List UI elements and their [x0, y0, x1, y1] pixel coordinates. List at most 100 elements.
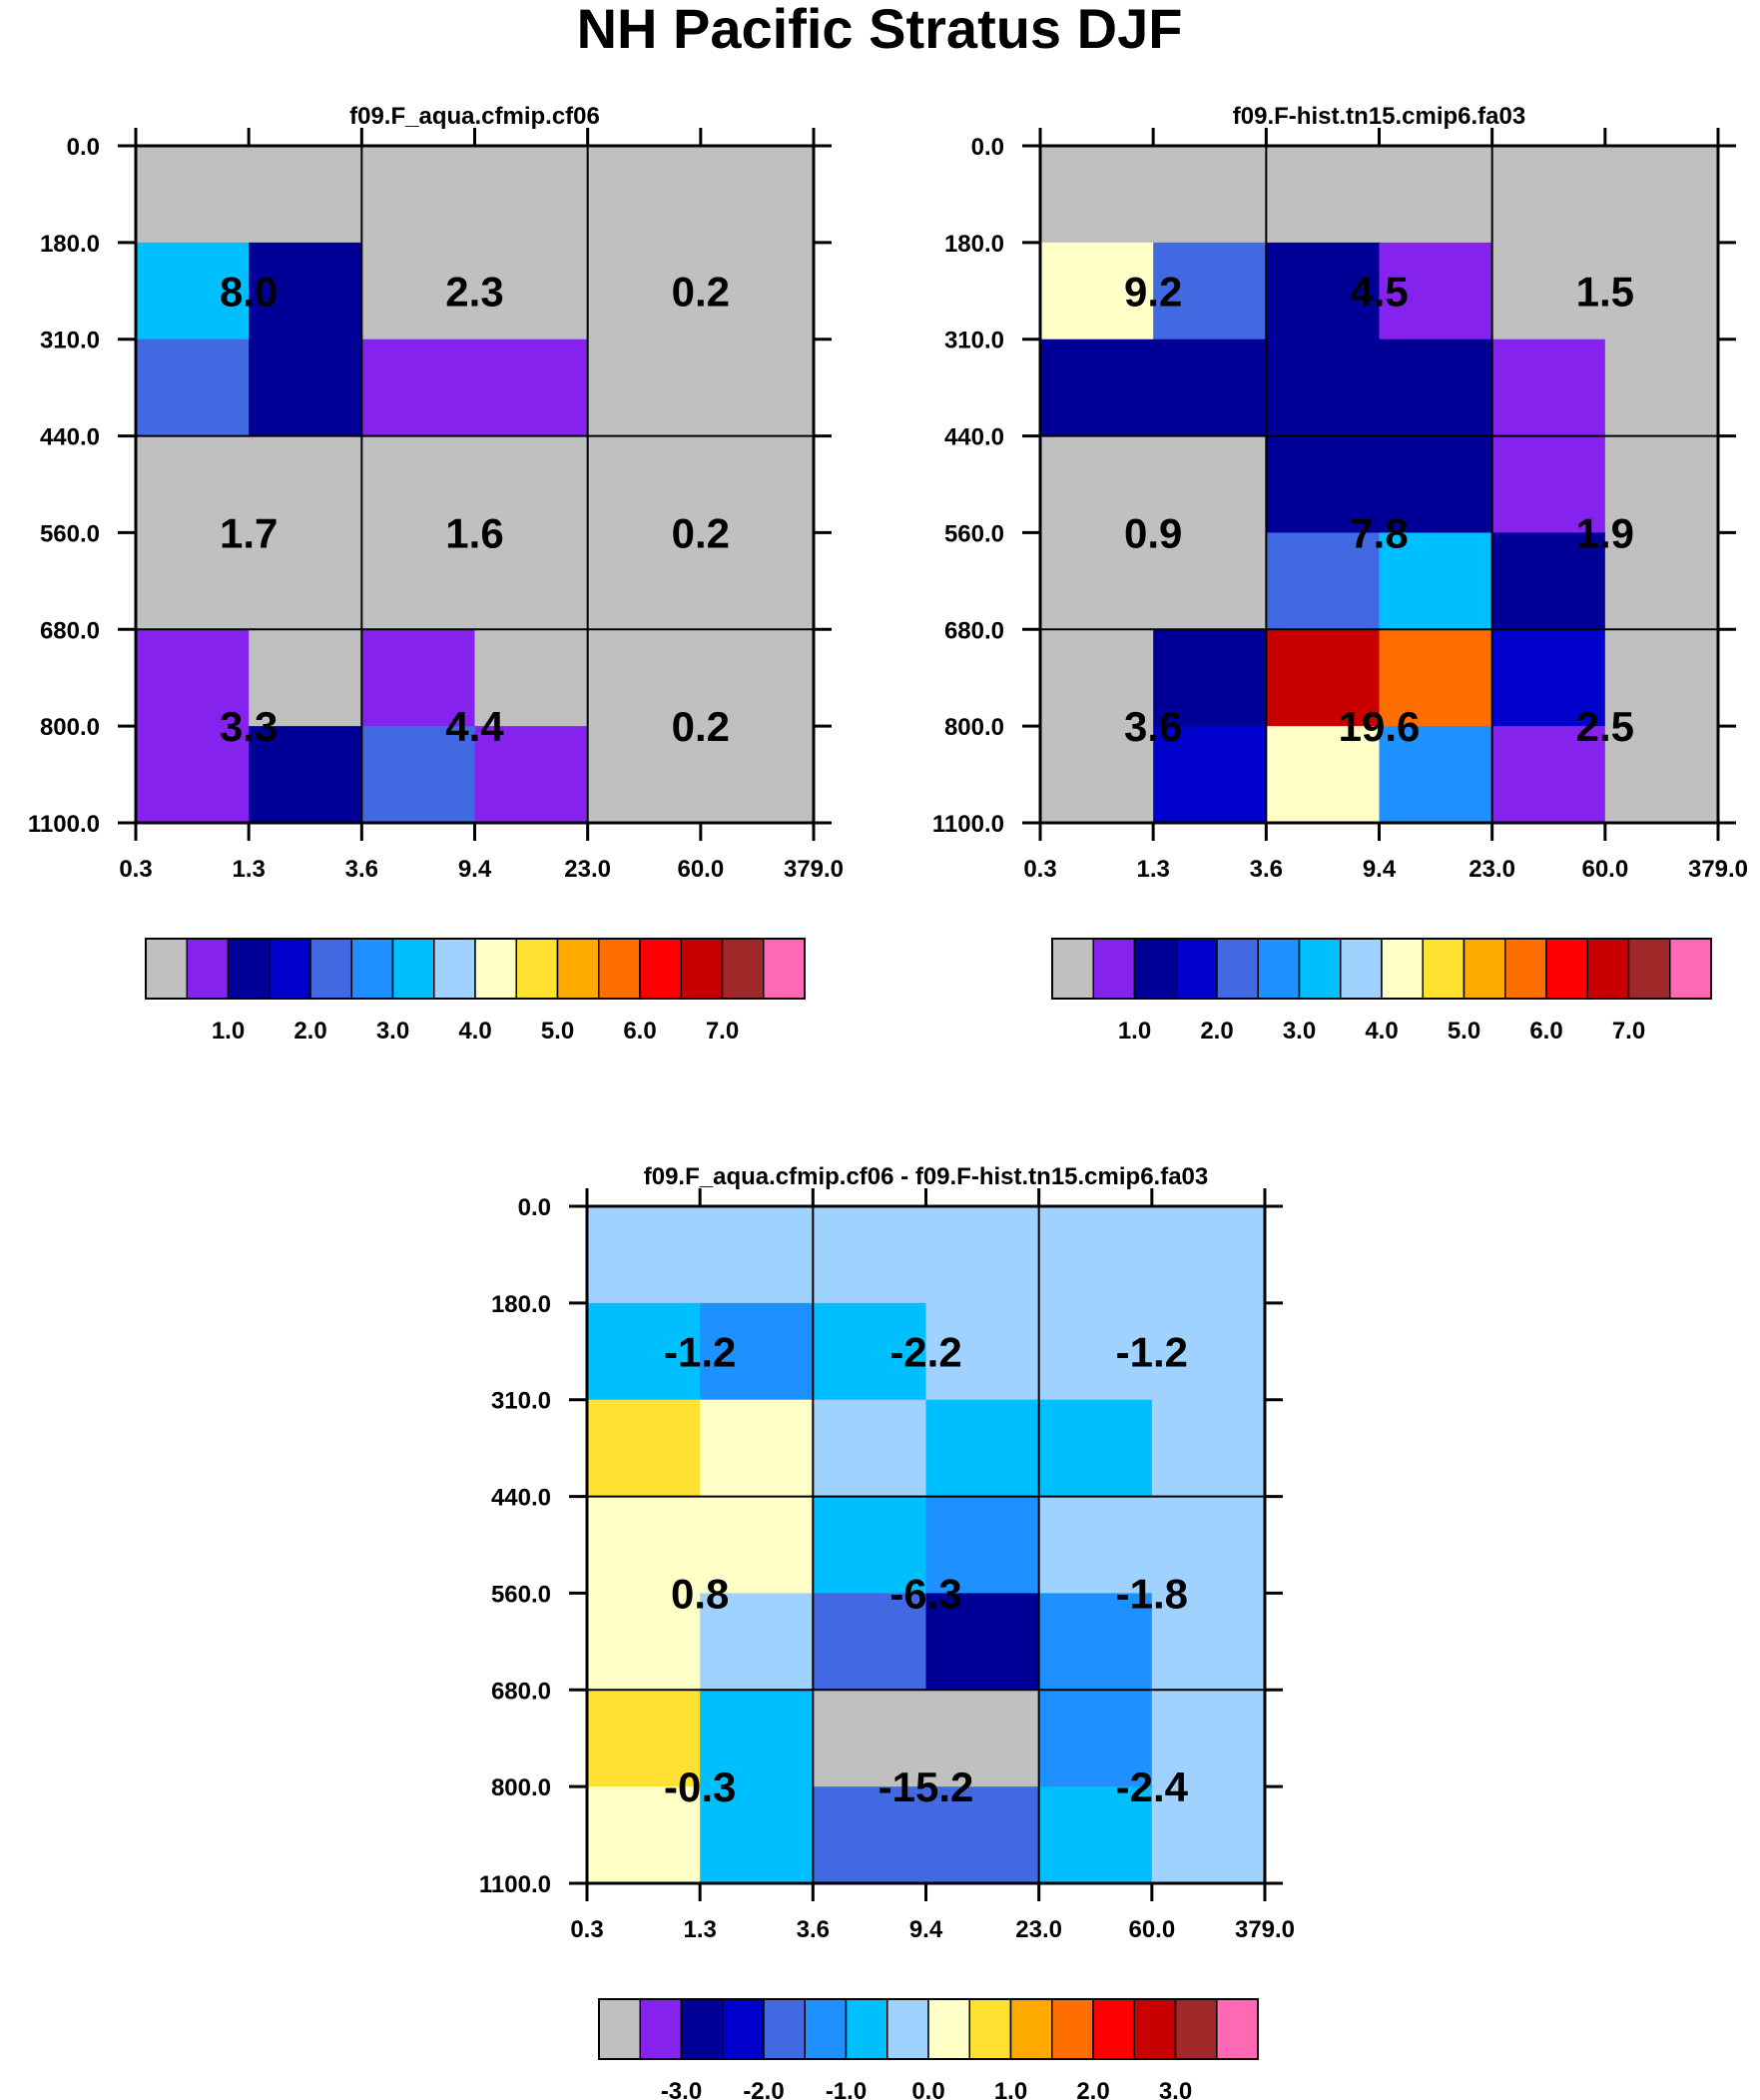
y-tick-label: 440.0 — [40, 424, 100, 451]
colorbar-swatch — [763, 938, 806, 1000]
panel-1: f09.F_aqua.cfmip.cf06 8.0 2.3 0.2 1.7 1.6 0.2 3… — [28, 103, 844, 1045]
heatmap-cell — [587, 1496, 701, 1595]
heatmap-cell — [587, 532, 702, 630]
cell-value-label: -1.8 — [1116, 1570, 1188, 1617]
heatmap-cell — [813, 1690, 927, 1787]
x-tick-label: 1.3 — [683, 1916, 716, 1943]
heatmap-cell — [1266, 532, 1381, 630]
cell-value-label: 4.5 — [1350, 268, 1408, 315]
colorbar-swatch — [598, 938, 641, 1000]
y-tick-label: 440.0 — [944, 424, 1004, 451]
heatmap-cell — [474, 242, 589, 341]
panel-3: f09.F_aqua.cfmip.cf06 - f09.F-hist.tn15.… — [479, 1163, 1295, 2100]
x-tick-label: 379.0 — [784, 856, 844, 883]
heatmap-cell — [813, 1206, 927, 1304]
colorbar-label: 2.0 — [293, 1018, 326, 1045]
colorbar-swatch — [722, 1998, 765, 2060]
heatmap-cell — [136, 146, 250, 244]
heatmap-cell — [1379, 339, 1493, 437]
heatmap-cell — [700, 1496, 814, 1595]
heatmap-cell — [587, 1206, 701, 1304]
heatmap-cell — [361, 339, 476, 437]
heatmap-cell — [136, 629, 250, 727]
colorbar-swatch — [1257, 938, 1301, 1000]
colorbar-label: 6.0 — [1529, 1018, 1562, 1045]
colorbar-swatch — [1092, 1998, 1135, 2060]
heatmap-cell — [474, 435, 589, 534]
colorbar-label: 4.0 — [458, 1018, 491, 1045]
colorbar-swatch — [1381, 938, 1424, 1000]
colorbar-swatch — [1051, 938, 1094, 1000]
heatmap-cell — [474, 629, 589, 727]
heatmap-cell — [813, 1593, 927, 1691]
colorbar-swatch — [1051, 1998, 1094, 2060]
x-tick-label: 9.4 — [909, 1916, 943, 1943]
heatmap-cell — [587, 242, 702, 341]
cell-value-label: 0.2 — [672, 268, 730, 315]
colorbar-label: -2.0 — [743, 2078, 784, 2100]
x-tick-label: 3.6 — [797, 1916, 830, 1943]
heatmap-cell — [474, 532, 589, 630]
cell-value-label: 3.6 — [1124, 703, 1182, 750]
colorbar-swatch — [1092, 938, 1136, 1000]
heatmap-cell — [1604, 726, 1719, 824]
colorbar-swatch — [639, 1998, 683, 2060]
y-tick-label: 1100.0 — [479, 1871, 551, 1898]
heatmap-cell — [1379, 629, 1493, 727]
heatmap-cell — [1491, 339, 1606, 437]
colorbar-swatch — [1627, 938, 1671, 1000]
heatmap-cell — [1266, 726, 1381, 824]
colorbar-swatch — [1422, 938, 1466, 1000]
heatmap-cell — [1038, 1593, 1153, 1691]
heatmap-cell — [925, 1302, 1040, 1401]
colorbar-label: 1.0 — [1118, 1018, 1151, 1045]
y-tick-label: 560.0 — [944, 520, 1004, 547]
cell-value-label: 0.2 — [672, 509, 730, 556]
heatmap-cell — [587, 146, 702, 244]
cell-value-label: 0.2 — [672, 703, 730, 750]
colorbar-swatch — [1463, 938, 1506, 1000]
colorbar-label: -3.0 — [661, 2078, 702, 2100]
x-tick-label: 60.0 — [1128, 1916, 1175, 1943]
colorbar-swatch — [680, 1998, 724, 2060]
heatmap-cell — [1153, 726, 1267, 824]
cell-value-label: 8.0 — [220, 268, 278, 315]
heatmap-cell — [1038, 1690, 1153, 1787]
heatmap-cell — [700, 1593, 814, 1691]
heatmap-cell — [249, 339, 362, 437]
heatmap-cell — [1604, 629, 1719, 727]
cell-value-label: -1.2 — [1116, 1328, 1188, 1375]
x-tick-label: 3.6 — [345, 856, 378, 883]
heatmap-cell — [1491, 629, 1606, 727]
colorbar-swatch — [721, 938, 765, 1000]
y-tick-label: 1100.0 — [932, 811, 1004, 838]
heatmap-cell — [361, 146, 476, 244]
heatmap-cell — [136, 435, 250, 534]
cell-value-label: 1.5 — [1576, 268, 1634, 315]
heatmap-cell — [1151, 1786, 1266, 1884]
heatmap-cell — [249, 726, 362, 824]
heatmap-cell — [1266, 435, 1381, 534]
y-tick-label: 180.0 — [491, 1291, 551, 1318]
heatmap-cell — [1153, 242, 1267, 341]
heatmap-cell — [700, 1206, 814, 1304]
y-tick-label: 0.0 — [518, 1194, 551, 1221]
cell-value-label: 1.7 — [220, 509, 278, 556]
heatmap-cell — [1604, 242, 1719, 341]
heatmap-cell — [249, 532, 362, 630]
colorbar-swatch — [391, 938, 435, 1000]
heatmap-cell — [1379, 726, 1493, 824]
figure-title: NH Pacific Stratus DJF — [577, 0, 1183, 60]
heatmap-cell — [700, 1690, 814, 1787]
colorbar-swatch — [474, 938, 517, 1000]
heatmap-cell — [587, 1690, 701, 1787]
colorbar-swatch — [1216, 1998, 1259, 2060]
x-tick-label: 23.0 — [1468, 856, 1515, 883]
y-tick-label: 800.0 — [944, 714, 1004, 741]
cell-value-label: 19.6 — [1339, 703, 1421, 750]
cell-value-label: 0.8 — [671, 1570, 729, 1617]
y-tick-label: 800.0 — [491, 1774, 551, 1801]
heatmap-cell — [925, 1593, 1040, 1691]
colorbar-label: -1.0 — [826, 2078, 867, 2100]
x-tick-label: 379.0 — [1688, 856, 1748, 883]
